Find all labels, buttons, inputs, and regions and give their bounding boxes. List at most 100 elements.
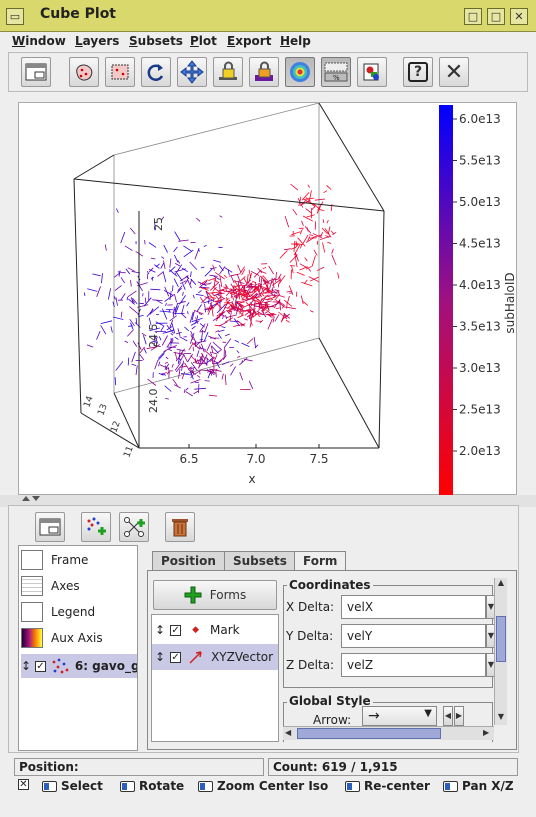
vector-mark	[218, 321, 228, 327]
layer-item-frame[interactable]: Frame	[21, 548, 88, 572]
vector-mark	[171, 363, 174, 368]
vector-mark	[299, 263, 309, 269]
help-button[interactable]: ?	[403, 57, 433, 87]
menu-export[interactable]: Export	[227, 34, 272, 48]
vector-mark	[190, 278, 197, 285]
z-delta-field[interactable]: velZ	[341, 653, 486, 677]
vector-mark	[286, 290, 293, 293]
tab-position[interactable]: Position	[152, 551, 225, 571]
split-divider[interactable]	[0, 495, 536, 507]
vector-mark	[224, 338, 232, 348]
cube-plot-svg[interactable]: 6.5 7.0 7.5 x 24.0 24.5 25 11 12 13 14 6…	[19, 102, 518, 496]
tab-form[interactable]: Form	[294, 551, 347, 572]
drag-handle-icon[interactable]: ↕	[21, 659, 32, 673]
mouse-hint-close-icon[interactable]: ✕	[18, 779, 29, 790]
drag-handle-icon[interactable]: ↕	[155, 623, 166, 637]
form-list[interactable]: ↕ ✓ ◆ Mark ↕ ✓ XYZVector	[151, 614, 279, 742]
vector-mark	[225, 296, 228, 301]
menu-plot[interactable]: Plot	[190, 34, 217, 48]
tab-subsets[interactable]: Subsets	[224, 551, 296, 571]
lock-axes-button[interactable]	[249, 57, 279, 87]
vertical-scrollbar[interactable]: ▲ ▼	[494, 578, 507, 725]
color-bar-tick-label: 5.0e13	[459, 195, 501, 209]
add-form-button[interactable]: Forms	[153, 580, 277, 610]
layer-label: 6: gavo_g	[74, 659, 137, 673]
menu-bar: Window Layers Subsets Plot Export Help	[0, 32, 536, 52]
vector-mark	[132, 297, 138, 305]
vector-mark	[308, 268, 312, 272]
vector-mark	[304, 257, 308, 262]
arrow-prev-button[interactable]: ◀	[443, 706, 453, 726]
form-item-xyzvector[interactable]: ↕ ✓ XYZVector	[152, 644, 278, 670]
form-checkbox[interactable]: ✓	[170, 651, 182, 663]
vector-mark	[129, 306, 139, 314]
horizontal-scroll-thumb[interactable]	[297, 728, 441, 739]
rotate-reset-button[interactable]	[141, 57, 171, 87]
drag-handle-icon[interactable]: ↕	[155, 650, 166, 664]
navigate-button[interactable]	[177, 57, 207, 87]
form-checkbox[interactable]: ✓	[170, 624, 182, 636]
add-window-button[interactable]	[35, 512, 65, 542]
horizontal-scrollbar[interactable]: ◀ ▶	[283, 726, 494, 740]
blob-subset-button[interactable]	[69, 57, 99, 87]
x-delta-field[interactable]: velX	[341, 595, 486, 619]
vector-mark	[296, 271, 305, 276]
vector-mark	[284, 248, 291, 251]
vector-mark	[175, 362, 184, 373]
arrow-next-button[interactable]: ▶	[454, 706, 464, 726]
layer-item-legend[interactable]: Legend	[21, 600, 95, 624]
scroll-up-icon[interactable]: ▲	[497, 578, 505, 587]
add-pair-layer-button[interactable]	[119, 512, 149, 542]
close-button[interactable]: ✕	[439, 57, 469, 87]
vector-mark	[301, 220, 304, 226]
layer-list[interactable]: Frame Axes Legend Aux Axis ↕ ✓ 6: gavo_g	[18, 545, 138, 751]
arrow-style-select[interactable]: → ▼	[362, 706, 437, 726]
y-delta-field[interactable]: velY	[341, 624, 486, 648]
delete-layer-button[interactable]	[165, 512, 195, 542]
menu-help[interactable]: Help	[280, 34, 311, 48]
scroll-left-icon[interactable]: ◀	[285, 728, 292, 737]
layer-item-aux-axis[interactable]: Aux Axis	[21, 626, 103, 650]
sketch-button[interactable]: %	[321, 57, 351, 87]
vector-mark	[240, 295, 244, 301]
vertical-scroll-thumb[interactable]	[496, 616, 506, 662]
color-bar-tick-label: 6.0e13	[459, 112, 501, 126]
vector-mark	[270, 277, 276, 285]
vector-mark	[327, 226, 331, 235]
lock-aspect-button[interactable]	[213, 57, 243, 87]
vector-mark	[184, 362, 189, 369]
vector-mark	[112, 316, 124, 320]
vector-mark	[174, 336, 179, 340]
vector-mark	[114, 377, 117, 386]
cube-plot-area[interactable]: 6.5 7.0 7.5 x 24.0 24.5 25 11 12 13 14 6…	[18, 102, 517, 495]
vector-mark	[184, 326, 189, 332]
vector-mark	[150, 288, 161, 291]
new-window-button[interactable]	[21, 57, 51, 87]
form-item-mark[interactable]: ↕ ✓ ◆ Mark	[152, 617, 278, 643]
vector-mark	[324, 228, 332, 238]
vector-mark	[161, 256, 165, 259]
maximize-button[interactable]: □	[487, 8, 505, 25]
scroll-down-icon[interactable]: ▼	[497, 712, 505, 721]
menu-subsets[interactable]: Subsets	[129, 34, 183, 48]
export-button[interactable]	[357, 57, 387, 87]
vector-mark	[114, 285, 122, 291]
menu-window[interactable]: Window	[12, 34, 66, 48]
scroll-right-icon[interactable]: ▶	[483, 728, 490, 737]
add-scatter-layer-button[interactable]	[81, 512, 111, 542]
rect-subset-button[interactable]	[105, 57, 135, 87]
menu-layers[interactable]: Layers	[75, 34, 120, 48]
layer-item-axes[interactable]: Axes	[21, 574, 80, 598]
vector-mark	[196, 217, 201, 222]
layer-item-gavo[interactable]: ↕ ✓ 6: gavo_g	[21, 654, 137, 678]
arrow-style-value: →	[368, 708, 380, 724]
density-button[interactable]	[285, 57, 315, 87]
close-window-button[interactable]: ✕	[510, 8, 528, 25]
vector-mark	[131, 363, 137, 366]
layer-checkbox[interactable]: ✓	[35, 660, 46, 672]
mouse-hint-label: Rotate	[139, 779, 185, 793]
window-menu-button[interactable]: ▭	[6, 8, 24, 25]
legend-icon	[21, 602, 43, 622]
vector-mark	[259, 270, 267, 274]
minimize-button[interactable]: □	[464, 8, 482, 25]
